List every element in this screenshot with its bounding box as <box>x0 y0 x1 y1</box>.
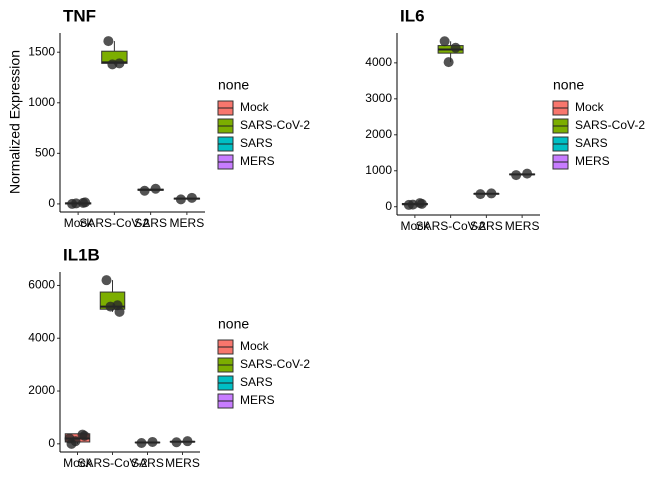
y-tick-label: 6000 <box>28 278 55 292</box>
y-tick-label: 4000 <box>28 330 55 344</box>
x-tick-label: SARS-CoV-2 <box>77 456 147 470</box>
legend-label: SARS <box>240 375 273 389</box>
legend-label: Mock <box>575 100 605 114</box>
x-tick-label: Mock <box>64 216 94 230</box>
y-tick-label: 500 <box>35 146 55 160</box>
data-point <box>114 306 125 317</box>
y-tick-label: 2000 <box>28 383 55 397</box>
y-tick-label: 0 <box>48 436 55 450</box>
y-tick-label: 3000 <box>365 91 392 105</box>
y-tick-label: 4000 <box>365 55 392 69</box>
panel-title: IL1B <box>63 245 100 264</box>
panel-title: TNF <box>63 6 96 25</box>
y-axis-label: Normalized Expression <box>7 50 23 194</box>
legend-label: SARS <box>575 136 608 150</box>
legend-label: SARS <box>240 136 273 150</box>
data-point <box>136 438 147 449</box>
legend-label: MERS <box>575 154 610 168</box>
data-point <box>486 188 497 199</box>
x-tick-label: MERS <box>505 219 540 233</box>
legend-label: SARS-CoV-2 <box>240 357 310 371</box>
x-tick-label: SARS <box>131 456 164 470</box>
data-point <box>80 197 91 208</box>
data-point <box>443 57 454 68</box>
data-point <box>186 192 197 203</box>
x-tick-label: SARS <box>134 216 167 230</box>
x-tick-label: MERS <box>170 216 205 230</box>
legend-label: Mock <box>240 339 270 353</box>
data-point <box>416 198 427 209</box>
x-tick-label: Mock <box>63 456 93 470</box>
y-tick-label: 1000 <box>365 163 392 177</box>
legend-label: MERS <box>240 393 275 407</box>
data-point <box>71 198 82 209</box>
x-tick-label: Mock <box>401 219 431 233</box>
legend-label: SARS-CoV-2 <box>240 118 310 132</box>
x-tick-label: SARS-CoV-2 <box>79 216 149 230</box>
data-point <box>150 183 161 194</box>
data-point <box>407 199 418 210</box>
data-point <box>171 437 182 448</box>
y-tick-label: 0 <box>48 196 55 210</box>
data-point <box>105 301 116 312</box>
data-point <box>475 189 486 200</box>
data-point <box>101 275 112 286</box>
data-point <box>79 430 90 441</box>
legend-title: none <box>553 77 584 93</box>
y-tick-label: 0 <box>385 199 392 213</box>
y-tick-label: 2000 <box>365 127 392 141</box>
legend-label: MERS <box>240 154 275 168</box>
data-point <box>64 433 75 444</box>
data-point <box>103 36 114 47</box>
data-point <box>511 170 522 181</box>
data-point <box>522 168 533 179</box>
legend-label: SARS-CoV-2 <box>575 118 645 132</box>
panel-title: IL6 <box>400 6 425 25</box>
data-point <box>107 59 118 70</box>
data-point <box>182 436 193 447</box>
legend-title: none <box>218 316 249 332</box>
y-tick-label: 1000 <box>28 95 55 109</box>
x-tick-label: SARS <box>470 219 503 233</box>
data-point <box>175 194 186 205</box>
data-point <box>139 185 150 196</box>
data-point <box>147 436 158 447</box>
x-tick-label: MERS <box>165 456 200 470</box>
data-point <box>450 42 461 53</box>
data-point <box>439 36 450 47</box>
legend-title: none <box>218 77 249 93</box>
y-tick-label: 1500 <box>28 44 55 58</box>
x-tick-label: SARS-CoV-2 <box>416 219 486 233</box>
legend-label: Mock <box>240 100 270 114</box>
